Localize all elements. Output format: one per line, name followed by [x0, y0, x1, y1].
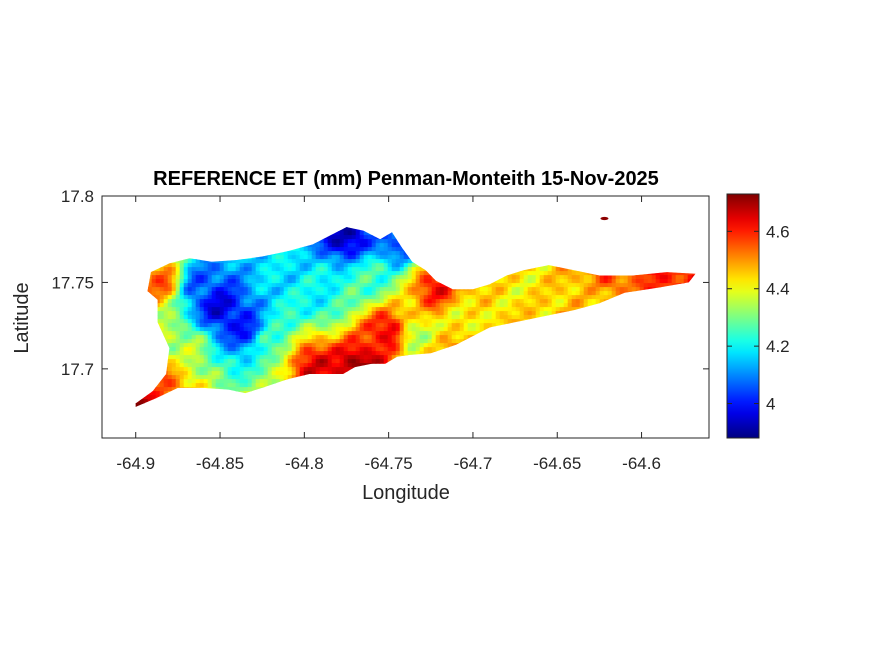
y-axis-ticks: 17.7 17.75 17.8: [51, 187, 709, 379]
x-tick-label: -64.65: [533, 454, 581, 473]
x-tick-label: -64.75: [365, 454, 413, 473]
plot-area: [135, 216, 696, 407]
y-tick-label: 17.7: [61, 360, 94, 379]
x-tick-label: -64.9: [116, 454, 155, 473]
y-tick-label: 17.8: [61, 187, 94, 206]
colorbar-tick-label: 4.4: [766, 280, 790, 299]
colorbar-tick-label: 4: [766, 395, 775, 414]
x-axis-label: Longitude: [362, 482, 450, 504]
x-tick-label: -64.6: [622, 454, 661, 473]
map-title: REFERENCE ET (mm) Penman-Monteith 15-Nov…: [153, 168, 659, 190]
colorbar: 4 4.2 4.4 4.6: [726, 193, 790, 439]
x-tick-label: -64.7: [454, 454, 493, 473]
islet-marker: [600, 216, 609, 221]
y-tick-label: 17.75: [51, 273, 94, 292]
colorbar-tick-label: 4.6: [766, 222, 790, 241]
axes-frame: [101, 195, 710, 439]
x-axis-ticks: -64.9 -64.85 -64.8 -64.75 -64.7 -64.65 -64.6: [116, 196, 661, 473]
et-heatmap-surface: [135, 227, 696, 407]
y-axis-label: Latitude: [11, 282, 33, 353]
x-tick-label: -64.85: [196, 454, 244, 473]
colorbar-gradient: [726, 193, 760, 439]
colorbar-ticks: 4 4.2 4.4 4.6: [727, 222, 790, 414]
colorbar-tick-label: 4.2: [766, 337, 790, 356]
x-tick-label: -64.8: [285, 454, 324, 473]
